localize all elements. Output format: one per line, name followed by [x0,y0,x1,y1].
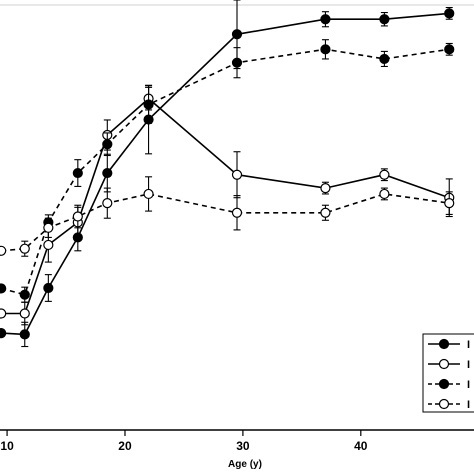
data-point [43,239,54,251]
data-point [72,167,83,179]
data-point [379,14,390,25]
series-3 [0,39,455,303]
data-point [0,328,7,339]
data-point [102,139,113,150]
data-point [444,8,455,19]
data-point [0,308,7,319]
data-point [0,283,7,294]
data-point [143,188,154,200]
data-point [43,222,54,233]
series-line [0,48,450,296]
x-axis-title: Age (y) [228,459,262,470]
x-tick-label: 40 [354,439,368,453]
series-line [1,97,450,315]
legend-marker [438,358,450,370]
x-tick-label: 20 [118,439,132,453]
data-point [444,44,455,55]
data-point [231,29,243,40]
data-point [379,188,390,200]
legend-item: I [428,398,470,411]
series-layer [0,0,455,348]
data-point [19,289,30,300]
series-4 [0,176,455,257]
legend-marker [438,338,450,350]
legend-item: I [428,338,470,351]
legend-item: I [428,378,470,391]
data-point [231,57,243,68]
legend-item: I [428,358,470,371]
data-point [231,207,243,218]
series-line [1,193,450,252]
legend-label: I [467,399,470,411]
data-point [444,198,455,209]
legend-marker [438,398,450,410]
data-point [320,14,331,25]
legend-label: I [467,339,470,351]
data-point [102,198,113,209]
data-point [320,44,331,55]
x-tick-label: 10 [0,439,14,453]
legend-label: I [467,379,470,391]
x-axis-ticks: 10 20 30 40 [0,430,368,453]
data-point [19,329,30,340]
series-2 [0,86,455,326]
data-point [379,53,390,65]
data-point [102,167,113,179]
data-point [19,243,30,254]
data-point [143,99,154,110]
data-point [19,308,30,319]
data-point [231,169,243,180]
series-line [1,12,450,336]
x-tick-label: 30 [236,439,250,453]
data-point [43,282,54,294]
legend-box [422,333,474,413]
data-point [72,211,83,222]
data-point [379,169,390,180]
data-point [320,207,331,218]
data-point [320,183,331,194]
legend-marker [438,378,450,390]
legend-label: I [467,359,470,371]
data-point [0,245,7,256]
